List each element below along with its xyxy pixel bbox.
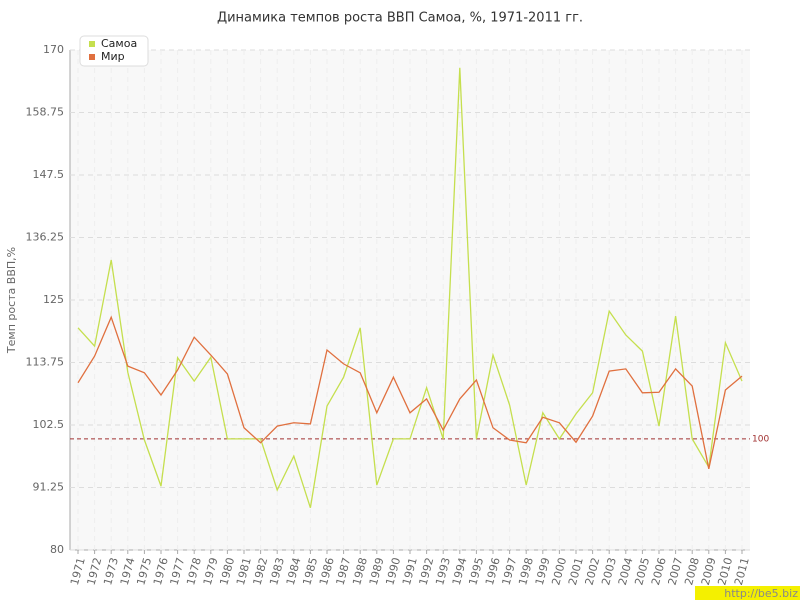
y-tick-label: 158.75 [26, 106, 65, 119]
y-tick-label: 170 [43, 43, 64, 56]
y-tick-label: 80 [50, 543, 64, 556]
legend-box [79, 35, 149, 67]
series-line [77, 67, 743, 508]
y-tick-label: 102.5 [33, 418, 65, 431]
legend-label: Самоа [101, 37, 137, 50]
legend-swatch [89, 41, 95, 47]
y-tick-label: 136.25 [26, 231, 65, 244]
y-tick-label: 147.5 [33, 168, 65, 181]
y-tick-label: 125 [43, 293, 64, 306]
y-axis-label: Темп роста ВВП,% [5, 247, 18, 354]
chart-title: Динамика темпов роста ВВП Самоа, %, 1971… [217, 11, 583, 26]
legend-label: Мир [101, 50, 125, 63]
reference-label: 100 [752, 434, 769, 444]
x-tick-label: 2011 [732, 556, 752, 586]
legend-swatch [89, 54, 95, 60]
y-tick-label: 113.75 [26, 356, 65, 369]
watermark-bg [695, 586, 800, 600]
watermark: http://be5.biz [724, 587, 798, 600]
series-line [77, 315, 743, 470]
y-tick-label: 91.25 [33, 481, 65, 494]
